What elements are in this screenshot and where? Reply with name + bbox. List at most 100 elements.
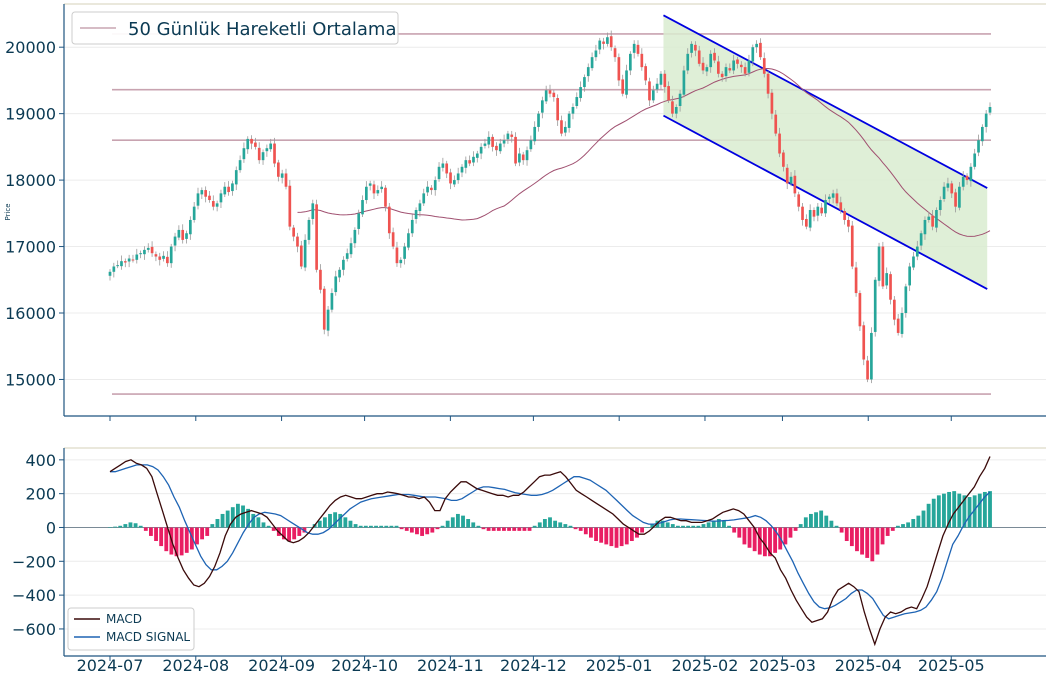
- candle-body: [636, 44, 640, 54]
- candle-body: [322, 288, 326, 330]
- x-tick-label: 2025-05: [918, 656, 985, 675]
- histogram-bar: [819, 510, 824, 528]
- histogram-bar: [322, 517, 327, 528]
- candle-body: [671, 101, 674, 114]
- histogram-bar: [461, 515, 465, 528]
- histogram-bar: [599, 527, 604, 543]
- histogram-bar: [670, 524, 675, 528]
- histogram-bar: [450, 517, 455, 528]
- histogram-bar: [563, 524, 568, 528]
- histogram-bar: [875, 527, 880, 555]
- histogram-bar: [967, 497, 972, 528]
- candle-body: [437, 166, 441, 180]
- histogram-bar: [542, 519, 547, 528]
- candle-body: [598, 40, 602, 50]
- histogram-bar: [522, 527, 527, 531]
- histogram-bar: [737, 527, 742, 538]
- candle-body: [338, 269, 341, 278]
- macd-y-tick-label: 400: [25, 451, 56, 470]
- candle-body: [824, 200, 827, 214]
- candle-body: [850, 225, 854, 267]
- candle-body: [479, 146, 483, 154]
- candle-body: [215, 203, 219, 207]
- candle-body: [334, 276, 338, 293]
- histogram-bar: [384, 525, 389, 528]
- macd-line: [109, 456, 991, 647]
- histogram-bar: [716, 519, 721, 528]
- candle-body: [223, 186, 227, 195]
- candle-body: [919, 233, 923, 246]
- histogram-bar: [675, 525, 680, 528]
- histogram-bar: [660, 520, 665, 528]
- histogram-bar: [123, 524, 128, 528]
- price-legend: 50 Günlük Hareketli Ortalama: [71, 11, 399, 45]
- histogram-bar: [583, 527, 588, 535]
- candle-body: [242, 148, 246, 160]
- histogram-bar: [133, 523, 138, 528]
- candle-body: [728, 68, 732, 71]
- histogram-bar: [803, 517, 808, 528]
- candle-body: [915, 246, 919, 257]
- histogram-bar: [512, 527, 517, 531]
- candle-body: [533, 126, 537, 142]
- candle-body: [234, 170, 238, 185]
- candle-body: [315, 204, 318, 270]
- candle-body: [984, 113, 988, 127]
- candle-body: [881, 246, 885, 287]
- candle-body: [965, 175, 969, 181]
- candle-body: [686, 53, 690, 71]
- candle-body: [640, 53, 644, 68]
- candle-body: [319, 269, 322, 290]
- histogram-bar: [757, 527, 762, 555]
- price-y-ticks: 15000 16000 17000 18000 19000 20000: [5, 38, 64, 389]
- candle-body: [123, 261, 127, 263]
- candle-body: [185, 233, 188, 239]
- histogram-bar: [809, 513, 813, 528]
- candle-body: [456, 173, 460, 181]
- candle-body: [227, 186, 230, 193]
- histogram-bar: [982, 491, 987, 528]
- candle-body: [736, 59, 739, 64]
- candle-body: [430, 187, 433, 191]
- candle-body: [143, 249, 146, 255]
- candle-body: [931, 215, 934, 227]
- candle-body: [162, 255, 165, 259]
- candle-body: [766, 73, 770, 94]
- candle-body: [246, 138, 250, 150]
- histogram-bar: [711, 520, 716, 528]
- macd-y-ticks: −600 −400 −200 0 200 400: [12, 451, 64, 639]
- histogram-bar: [425, 527, 430, 535]
- histogram-bar: [921, 510, 926, 528]
- candle-body: [713, 52, 716, 61]
- candle-body: [353, 229, 357, 244]
- histogram-bar: [154, 527, 158, 542]
- histogram-bar: [747, 527, 752, 548]
- candle-body: [116, 265, 119, 267]
- histogram-bar: [619, 527, 624, 547]
- candle-body: [112, 266, 116, 272]
- histogram-bar: [931, 498, 936, 528]
- candle-body: [556, 98, 559, 121]
- histogram-bar: [962, 495, 967, 528]
- candle-body: [288, 185, 292, 227]
- candle-body: [950, 183, 954, 194]
- histogram-bar: [537, 522, 542, 528]
- candle-body: [208, 195, 211, 201]
- candle-body: [357, 213, 361, 229]
- candle-body: [544, 90, 548, 102]
- candle-body: [372, 184, 376, 194]
- candle-body: [284, 173, 288, 187]
- histogram-bar: [814, 512, 818, 528]
- candle-body: [150, 246, 154, 254]
- macd-y-tick-label: −400: [12, 586, 56, 605]
- price-y-tick-label: 19000: [5, 105, 56, 124]
- candle-body: [238, 160, 242, 171]
- candle-body: [521, 154, 525, 161]
- histogram-bar: [701, 524, 706, 528]
- histogram-bar: [189, 527, 194, 550]
- candle-body: [969, 166, 973, 182]
- candle-body: [908, 266, 911, 286]
- macd-panel: [64, 448, 1046, 656]
- candle-body: [954, 192, 957, 207]
- candle-body: [299, 245, 303, 267]
